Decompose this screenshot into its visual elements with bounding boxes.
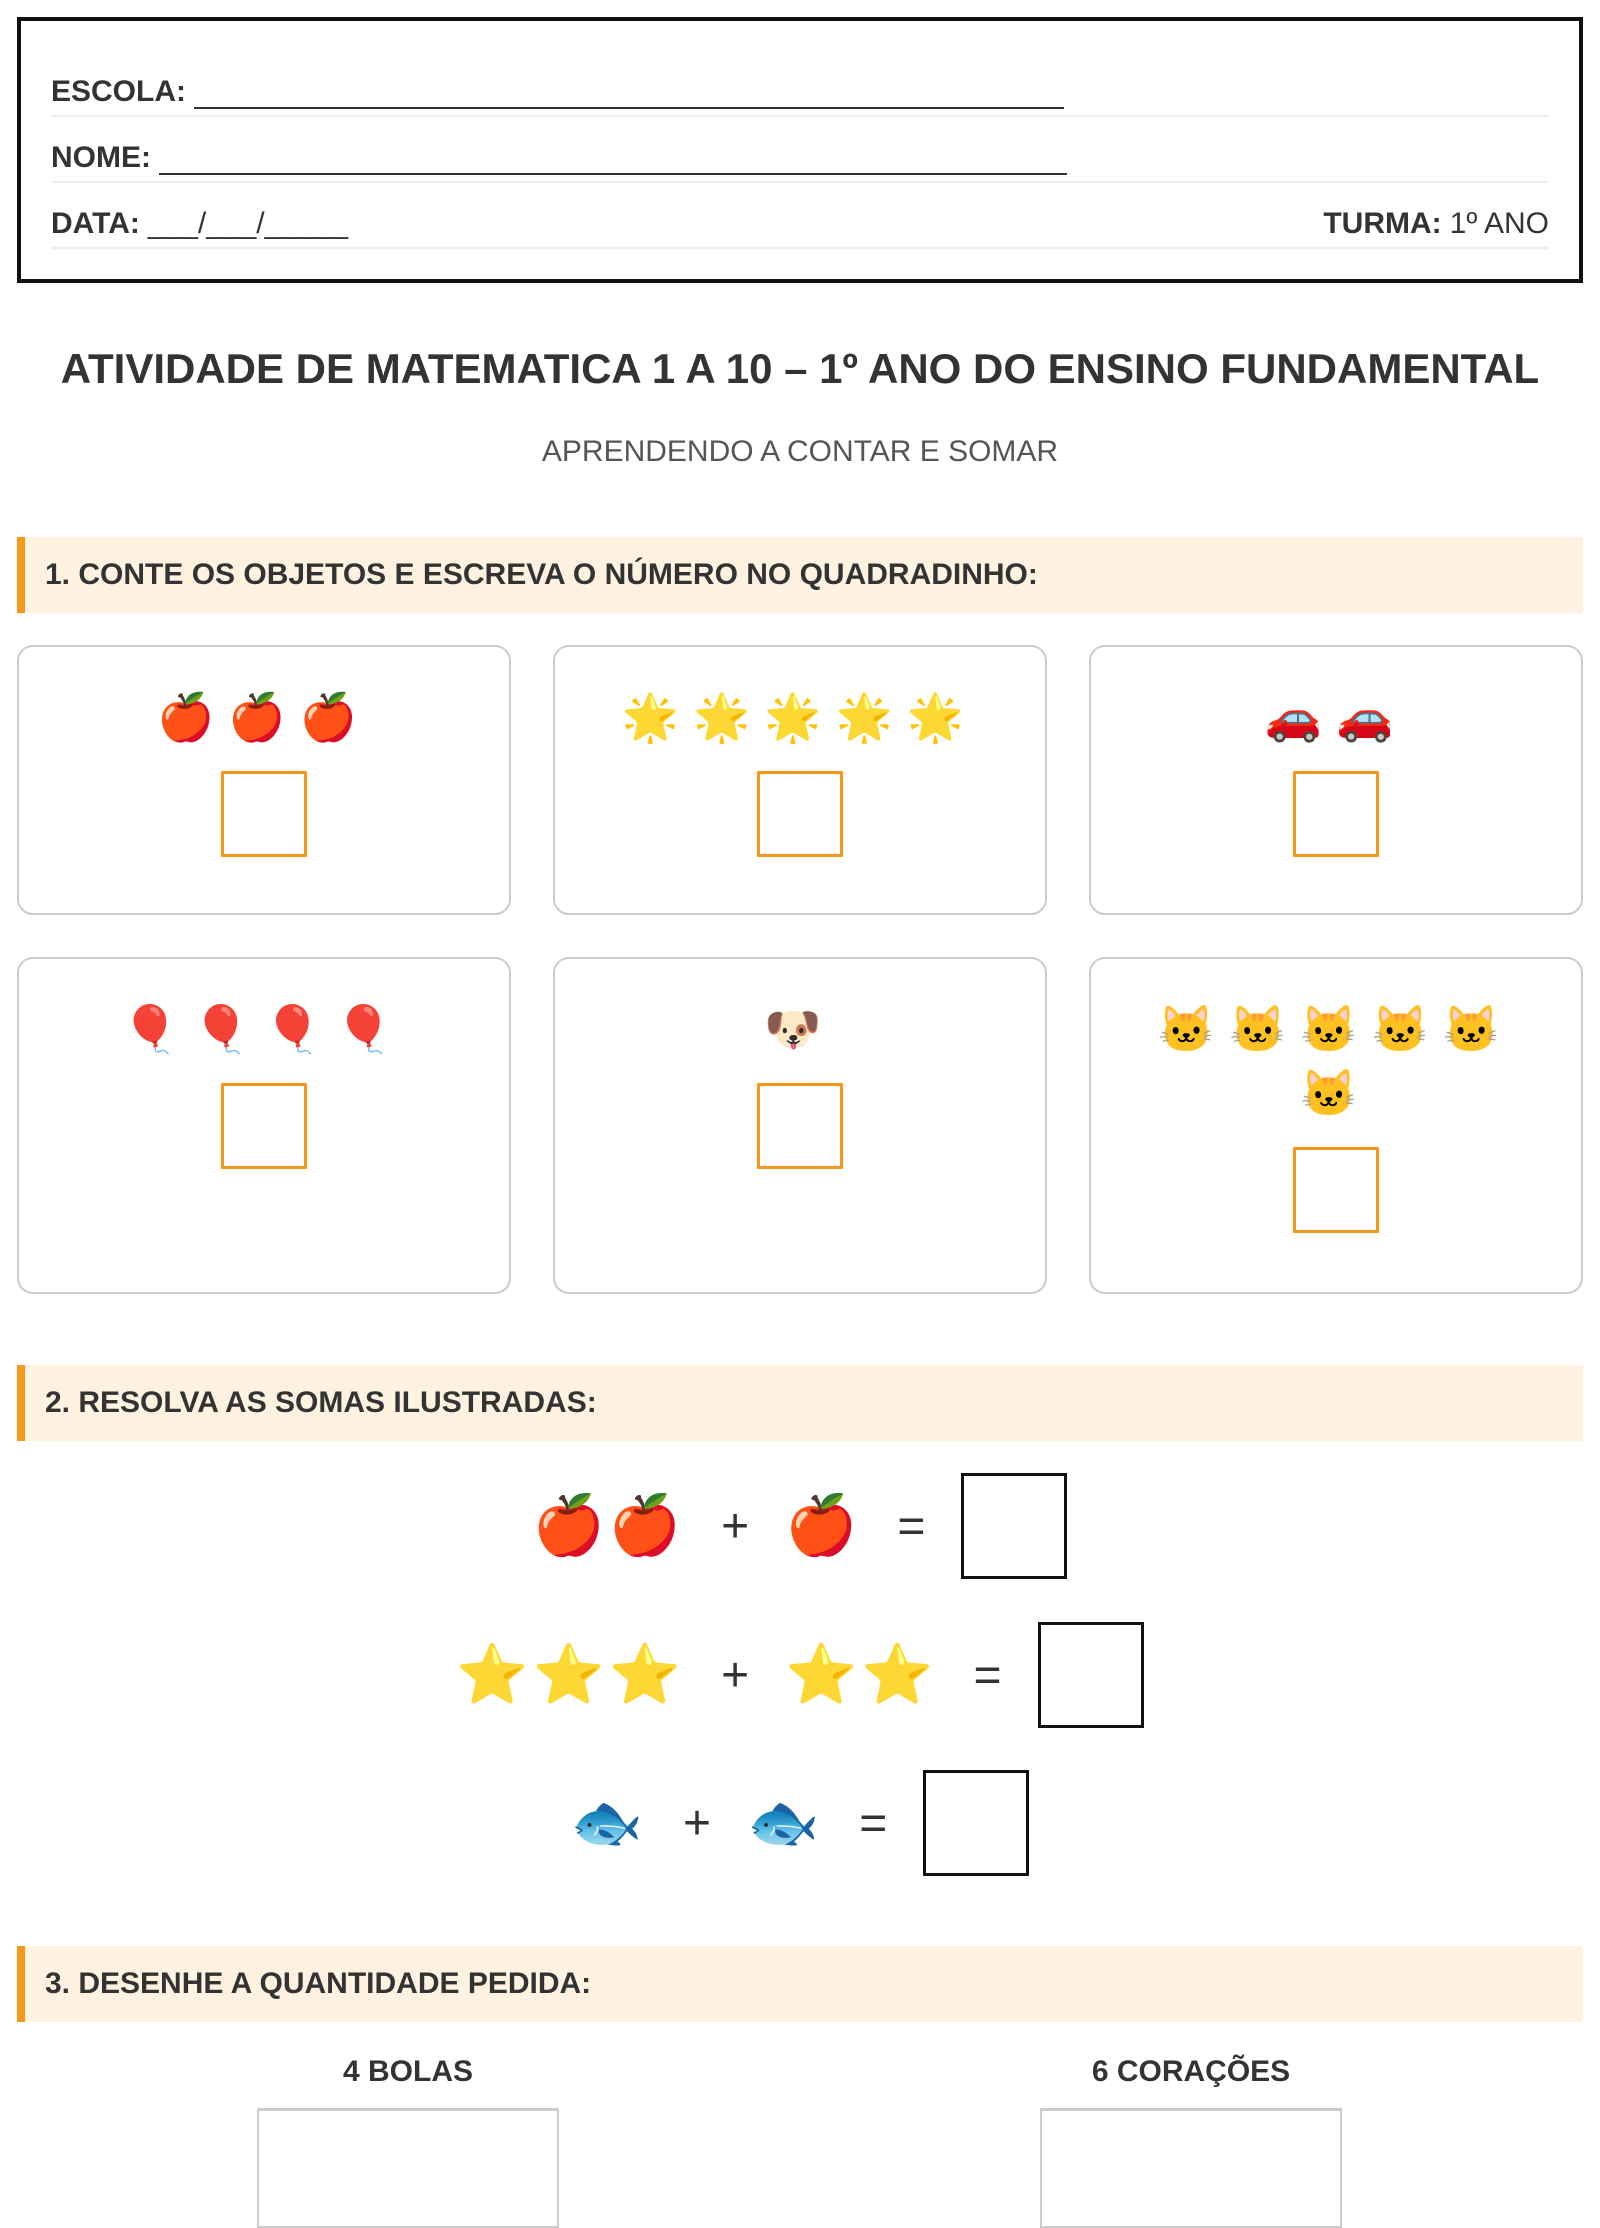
answer-box[interactable]: [923, 1770, 1030, 1876]
star-icon: ⭐⭐⭐: [456, 1642, 686, 1707]
sum-row: 🐟 + 🐟 =: [0, 1770, 1600, 1876]
section-3-heading: 3. DESENHE A QUANTIDADE PEDIDA:: [17, 1946, 1583, 2022]
equals-sign: =: [859, 1796, 888, 1850]
escola-field[interactable]: [194, 81, 1064, 109]
answer-box[interactable]: [757, 1083, 843, 1169]
section-1-heading: 1. CONTE OS OBJETOS E ESCREVA O NÚMERO N…: [17, 537, 1583, 613]
car-icon: 🚗🚗: [1264, 691, 1408, 743]
equals-sign: =: [973, 1648, 1002, 1702]
turma: TURMA: 1º ANO: [1323, 207, 1549, 240]
sum-row: 🍎🍎 + 🍎 =: [0, 1473, 1600, 1579]
drawing-box-hearts[interactable]: [1040, 2108, 1342, 2228]
answer-box[interactable]: [961, 1473, 1068, 1579]
count-card: 🐱🐱🐱🐱🐱🐱: [1089, 957, 1583, 1294]
star-icon: ⭐⭐: [785, 1642, 938, 1707]
fish-icon: 🐟: [570, 1790, 647, 1855]
answer-box[interactable]: [1293, 1147, 1379, 1233]
answer-box[interactable]: [1037, 1622, 1144, 1728]
equals-sign: =: [897, 1499, 926, 1553]
count-card: 🚗🚗: [1089, 645, 1583, 915]
page-subtitle: APRENDENDO A CONTAR E SOMAR: [541, 435, 1059, 468]
apple-icon: 🍎🍎: [532, 1493, 686, 1558]
plus-sign: +: [682, 1796, 711, 1850]
data-row: DATA: ___/___/_____ TURMA: 1º ANO: [51, 183, 1549, 249]
dog-icon: 🐶: [764, 1003, 836, 1055]
escola-row: ESCOLA:: [51, 51, 1549, 117]
sum-row: ⭐⭐⭐ + ⭐⭐ =: [0, 1622, 1600, 1728]
apple-icon: 🍎: [785, 1493, 862, 1558]
fish-icon: 🐟: [747, 1790, 824, 1855]
drawing-box-balls[interactable]: [257, 2108, 559, 2228]
apple-icon: 🍎🍎🍎: [157, 691, 371, 743]
draw-label-balls: 4 BOLAS: [342, 2055, 474, 2088]
student-info-box: ESCOLA: NOME: DATA: ___/___/_____ TURMA: 1…: [17, 17, 1583, 283]
count-card: 🎈🎈🎈🎈: [17, 957, 511, 1294]
cat-icon: 🐱🐱🐱🐱🐱🐱: [1157, 1003, 1515, 1119]
star-icon: 🌟🌟🌟🌟🌟: [621, 691, 979, 743]
answer-box[interactable]: [221, 1083, 307, 1169]
data-field[interactable]: ___/___/_____: [147, 207, 349, 240]
count-card: 🌟🌟🌟🌟🌟: [553, 645, 1047, 915]
answer-box[interactable]: [757, 771, 843, 857]
answer-box[interactable]: [221, 771, 307, 857]
nome-field[interactable]: [159, 147, 1067, 175]
count-card: 🍎🍎🍎: [17, 645, 511, 915]
plus-sign: +: [721, 1648, 750, 1702]
nome-row: NOME:: [51, 117, 1549, 183]
page-title: ATIVIDADE DE MATEMATICA 1 A 10 – 1º ANO …: [60, 345, 1540, 392]
answer-box[interactable]: [1293, 771, 1379, 857]
plus-sign: +: [721, 1499, 750, 1553]
count-card: 🐶: [553, 957, 1047, 1294]
balloon-icon: 🎈🎈🎈🎈: [121, 1003, 407, 1055]
draw-label-hearts: 6 CORAÇÕES: [1091, 2055, 1291, 2088]
section-2-heading: 2. RESOLVA AS SOMAS ILUSTRADAS:: [17, 1365, 1583, 1441]
